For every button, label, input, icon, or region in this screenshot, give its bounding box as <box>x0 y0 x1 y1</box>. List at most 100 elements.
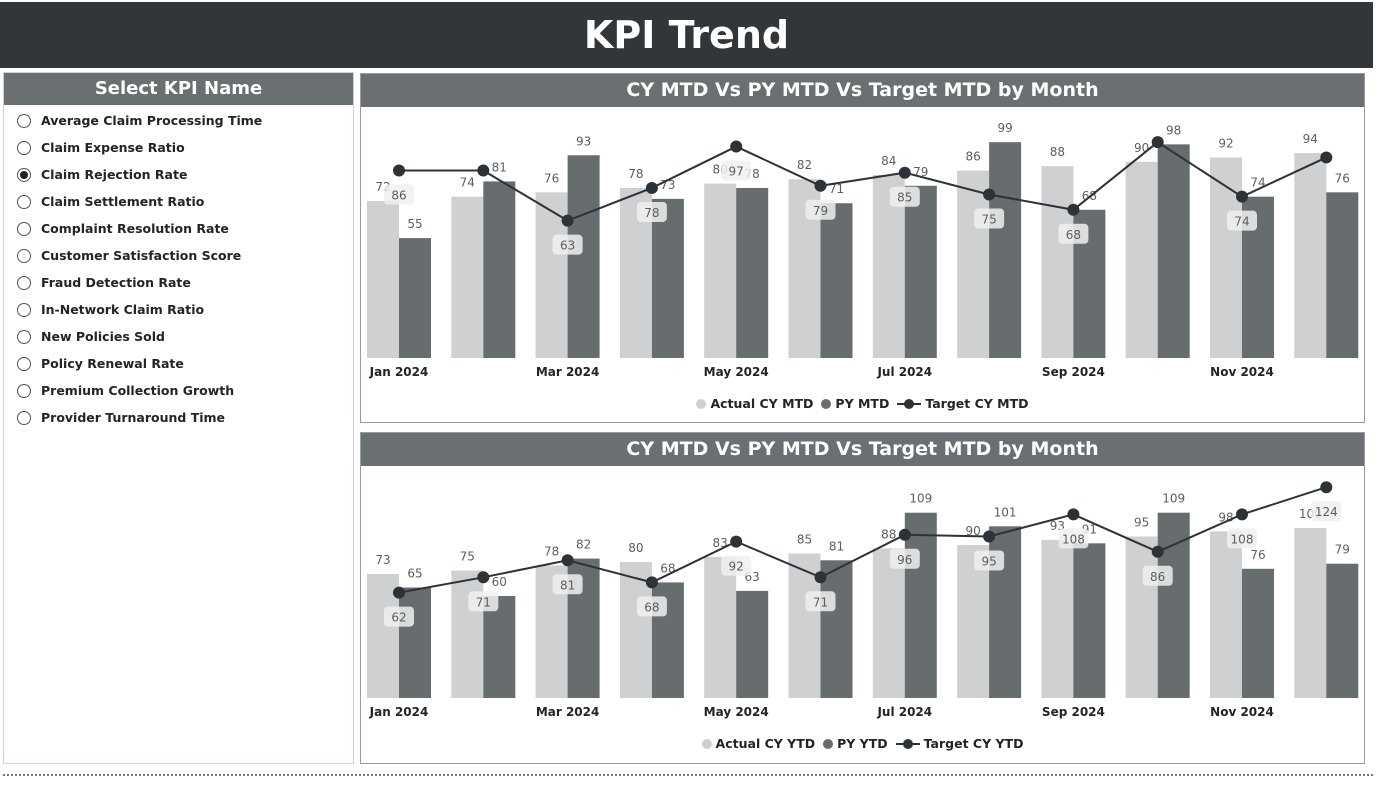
data-label-py: 109 <box>909 492 932 506</box>
target-line <box>399 140 1327 222</box>
radio-button-icon[interactable] <box>17 302 31 317</box>
data-label-actual: 85 <box>797 533 812 547</box>
target-line <box>398 486 1327 594</box>
data-label-target: 81 <box>560 578 575 592</box>
target-marker <box>393 586 405 599</box>
target-label-box <box>636 596 667 617</box>
radio-button-icon[interactable] <box>17 329 31 344</box>
kpi-option[interactable]: Fraud Detection Rate <box>4 269 353 296</box>
data-label-actual: 78 <box>628 167 643 181</box>
data-label-py: 79 <box>1335 543 1350 557</box>
bar-py <box>1073 543 1106 698</box>
target-marker <box>898 528 911 541</box>
data-label-target: 86 <box>1150 570 1165 584</box>
target-marker <box>1236 508 1248 521</box>
bar-actual <box>367 201 399 358</box>
radio-button-icon[interactable] <box>17 221 31 236</box>
radio-button-icon[interactable] <box>17 194 31 209</box>
kpi-option[interactable]: Claim Settlement Ratio <box>4 188 353 215</box>
bar-actual <box>451 196 484 358</box>
bar-py <box>1157 144 1190 358</box>
x-tick-label: Jan 2024 <box>369 365 429 379</box>
target-marker <box>393 164 405 177</box>
x-tick-label: Jan 2024 <box>369 705 429 719</box>
kpi-option[interactable]: Claim Rejection Rate <box>4 161 353 188</box>
kpi-option[interactable]: Customer Satisfaction Score <box>4 242 353 269</box>
radio-button-icon[interactable] <box>17 167 31 182</box>
legend-line-icon <box>895 738 920 749</box>
target-label-box <box>1311 501 1342 522</box>
data-label-py: 76 <box>1335 171 1350 185</box>
bar-py <box>399 587 431 698</box>
data-label-actual: 78 <box>544 544 559 558</box>
target-marker <box>898 166 911 179</box>
kpi-option[interactable]: Provider Turnaround Time <box>4 404 353 431</box>
target-label-box <box>1142 565 1173 586</box>
radio-button-icon[interactable] <box>17 248 31 263</box>
legend-actual[interactable]: Actual CY YTD <box>701 736 815 751</box>
bar-actual <box>1041 166 1074 358</box>
radio-button-icon[interactable] <box>17 275 31 290</box>
legend-target[interactable]: Target CY YTD <box>895 736 1024 751</box>
data-label-actual: 84 <box>881 154 896 168</box>
page-title: KPI Trend <box>0 2 1373 68</box>
target-label-box <box>889 186 920 207</box>
radio-button-icon[interactable] <box>17 356 31 371</box>
kpi-option[interactable]: In-Network Claim Ratio <box>4 296 353 323</box>
legend-py[interactable]: PY YTD <box>823 736 888 751</box>
legend-actual[interactable]: Actual CY MTD <box>696 396 813 411</box>
target-marker <box>1151 545 1164 558</box>
kpi-option-label: Provider Turnaround Time <box>41 410 226 425</box>
target-marker <box>730 535 743 548</box>
bar-actual <box>704 183 737 358</box>
x-tick-label: Sep 2024 <box>1042 705 1105 719</box>
kpi-option[interactable]: New Policies Sold <box>4 323 353 350</box>
legend-dot-icon <box>823 738 834 749</box>
x-tick-label: May 2024 <box>704 705 769 719</box>
data-label-target: 75 <box>981 213 996 227</box>
data-label-py: 71 <box>829 182 844 196</box>
target-label-box <box>1058 528 1089 549</box>
kpi-option[interactable]: Policy Renewal Rate <box>4 350 353 377</box>
x-tick-label: Mar 2024 <box>536 705 600 719</box>
data-label-target: 108 <box>1062 532 1085 546</box>
kpi-option[interactable]: Average Claim Processing Time <box>4 107 353 134</box>
radio-button-icon[interactable] <box>17 140 31 155</box>
data-label-py: 109 <box>1162 492 1185 506</box>
data-label-target: 86 <box>391 189 406 203</box>
legend-label: Target CY MTD <box>925 396 1029 411</box>
data-label-py: 55 <box>407 217 422 231</box>
target-marker <box>645 181 658 194</box>
legend-label: Target CY YTD <box>923 736 1024 751</box>
legend-label: PY MTD <box>835 396 890 411</box>
kpi-option[interactable]: Complaint Resolution Rate <box>4 215 353 242</box>
radio-button-icon[interactable] <box>17 113 31 128</box>
data-label-py: 82 <box>576 538 591 552</box>
legend-py[interactable]: PY MTD <box>821 396 889 411</box>
target-marker <box>730 140 743 153</box>
bar-actual <box>451 570 484 698</box>
bar-py <box>567 155 600 358</box>
kpi-option[interactable]: Premium Collection Growth <box>4 377 353 404</box>
data-label-py: 93 <box>576 134 591 148</box>
bar-py <box>1242 568 1274 698</box>
legend-target[interactable]: Target CY MTD <box>897 396 1029 411</box>
target-label-box <box>974 550 1005 571</box>
kpi-option-label: Policy Renewal Rate <box>41 356 184 371</box>
bar-py <box>820 560 853 698</box>
radio-button-icon[interactable] <box>17 383 31 398</box>
bar-py <box>736 590 769 698</box>
data-label-target: 96 <box>897 553 912 567</box>
bar-py <box>736 187 769 358</box>
data-label-actual: 94 <box>1303 132 1318 146</box>
data-label-target: 78 <box>644 206 659 220</box>
bar-actual <box>1125 161 1158 358</box>
radio-button-icon[interactable] <box>17 410 31 425</box>
x-tick-label: Mar 2024 <box>536 365 600 379</box>
bar-py <box>820 203 853 358</box>
kpi-option-label: Fraud Detection Rate <box>41 275 191 290</box>
kpi-option[interactable]: Claim Expense Ratio <box>4 134 353 161</box>
data-label-target: 68 <box>644 600 659 614</box>
data-label-py: 60 <box>492 575 507 589</box>
